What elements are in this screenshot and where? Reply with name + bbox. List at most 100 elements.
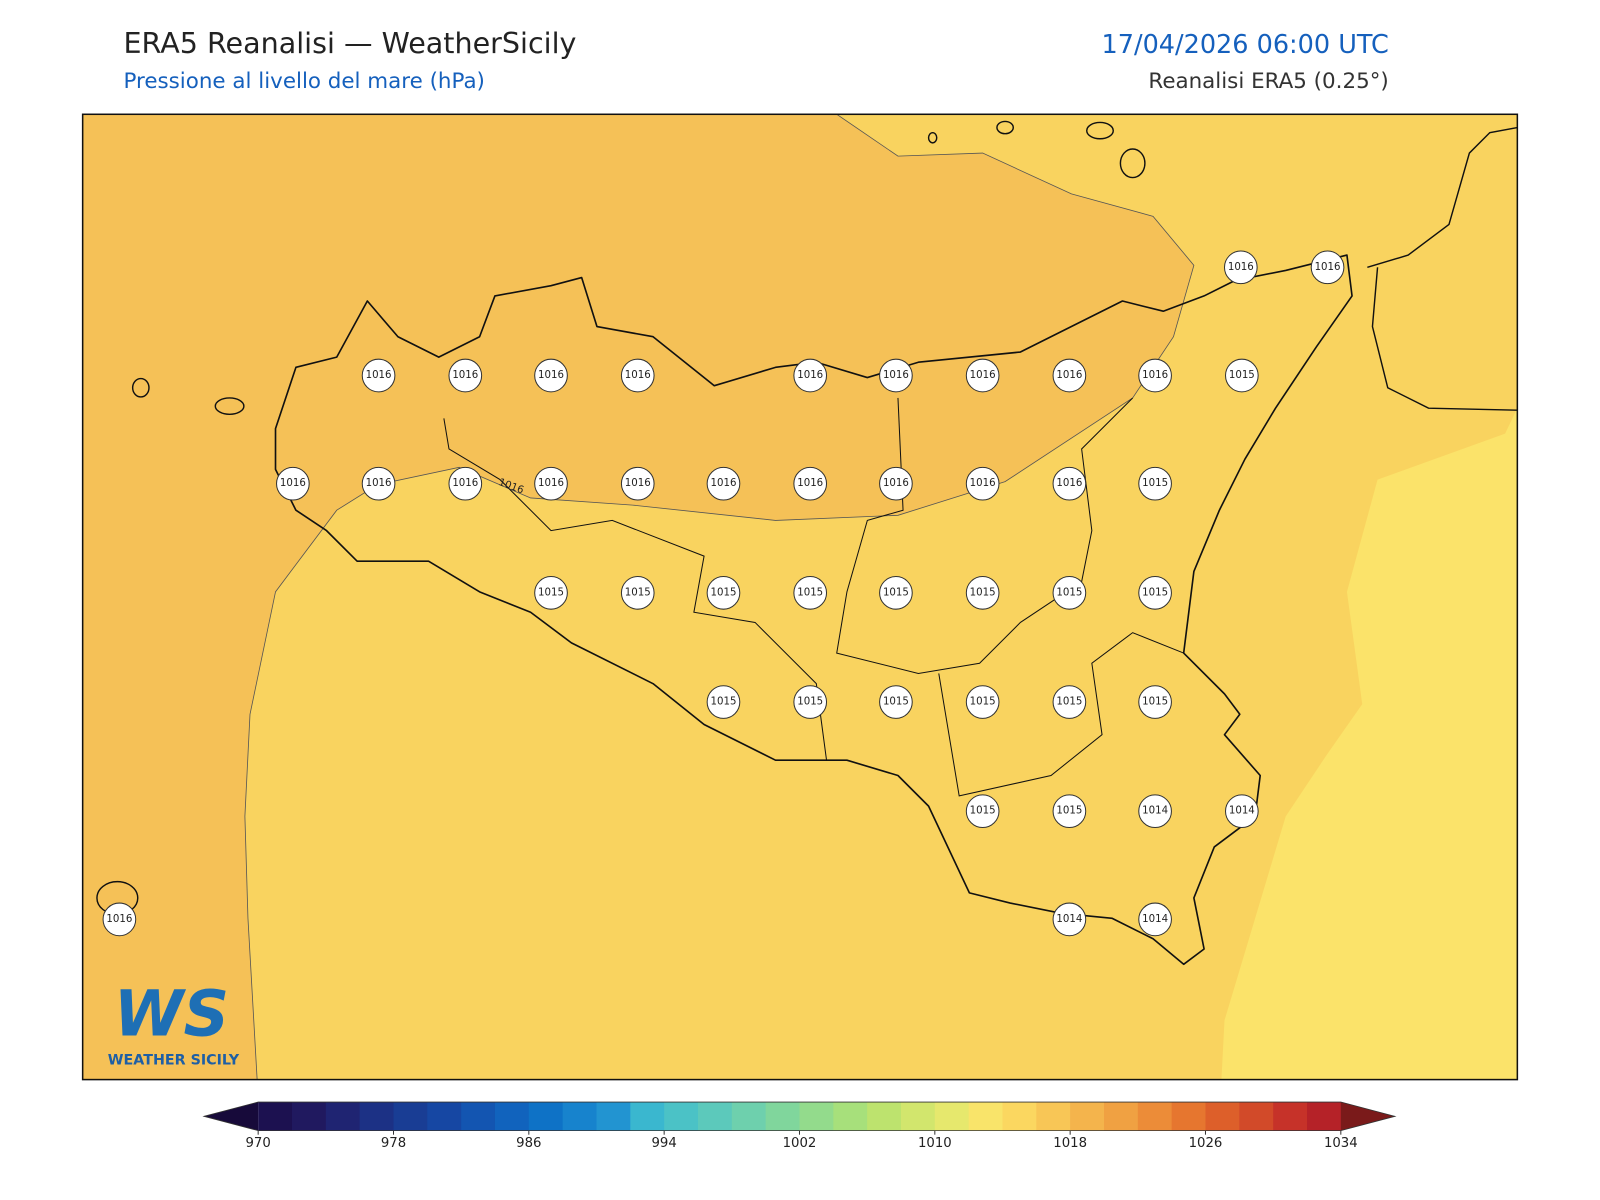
station-value: 1015 xyxy=(883,697,909,708)
colorbar-bin xyxy=(765,1102,800,1131)
station: 1016 xyxy=(879,466,913,501)
station-value: 1015 xyxy=(1229,370,1255,381)
station-marker xyxy=(1138,794,1172,829)
station-marker xyxy=(102,902,137,937)
logo-mark: WS xyxy=(114,977,229,1051)
station-value: 1016 xyxy=(106,914,132,925)
colorbar-bin xyxy=(1239,1102,1274,1131)
station-marker xyxy=(361,466,396,501)
colorbar-tick-label: 986 xyxy=(516,1136,541,1151)
field-high xyxy=(82,114,1195,1080)
station: 1016 xyxy=(706,466,741,501)
station-marker xyxy=(1052,685,1087,719)
colorbar-bin xyxy=(934,1102,970,1131)
station: 1015 xyxy=(793,685,828,719)
colorbar-bin xyxy=(1205,1102,1240,1131)
colorbar-bin xyxy=(1273,1102,1308,1131)
station-value: 1014 xyxy=(1229,806,1255,817)
station-marker xyxy=(620,358,655,393)
station-marker xyxy=(965,466,1000,501)
station: 1016 xyxy=(448,358,483,393)
colorbar-bin xyxy=(1137,1102,1173,1131)
station-value: 1016 xyxy=(452,478,478,489)
station-marker xyxy=(1138,902,1172,937)
colorbar-bin xyxy=(1002,1102,1037,1131)
station-value: 1016 xyxy=(1056,370,1082,381)
colorbar-bin xyxy=(393,1102,428,1131)
station-value: 1015 xyxy=(970,697,996,708)
station-marker xyxy=(965,794,1000,829)
station: 1015 xyxy=(1138,685,1172,719)
colorbar-tick-label: 970 xyxy=(246,1136,271,1151)
station-marker xyxy=(1052,576,1087,610)
station-marker xyxy=(706,466,741,501)
station-marker xyxy=(1138,466,1172,501)
colorbar-bin xyxy=(799,1102,834,1131)
station-marker xyxy=(879,466,913,501)
station-value: 1016 xyxy=(538,370,564,381)
station-marker xyxy=(361,358,396,393)
station: 1016 xyxy=(965,466,1000,501)
station-value: 1015 xyxy=(1056,587,1082,598)
station-value: 1015 xyxy=(1142,587,1168,598)
island xyxy=(131,377,150,398)
island xyxy=(927,131,938,144)
station-value: 1014 xyxy=(1142,914,1168,925)
station: 1015 xyxy=(879,685,913,719)
station-value: 1014 xyxy=(1142,806,1168,817)
station-value: 1016 xyxy=(1228,262,1254,273)
station: 1016 xyxy=(620,466,655,501)
station: 1016 xyxy=(1052,466,1087,501)
colorbar-tick-label: 1002 xyxy=(783,1136,817,1151)
station-marker xyxy=(793,685,828,719)
station-marker xyxy=(879,685,913,719)
station-marker xyxy=(448,358,483,393)
colorbar-bin xyxy=(258,1102,293,1131)
station-value: 1015 xyxy=(625,587,651,598)
station-marker xyxy=(1138,358,1172,393)
station: 1015 xyxy=(620,576,655,610)
station-value: 1016 xyxy=(883,478,909,489)
colorbar: 970 978 986 994 1002 1010 1018 1026 1034 xyxy=(202,1101,1397,1151)
station-marker xyxy=(793,466,828,501)
station: 1016 xyxy=(1223,250,1258,285)
colorbar-bin xyxy=(494,1102,530,1131)
station-marker xyxy=(706,576,741,610)
station-value: 1016 xyxy=(883,370,909,381)
colorbar-bin xyxy=(968,1102,1003,1131)
colorbar-bin xyxy=(1171,1102,1206,1131)
station-value: 1016 xyxy=(452,370,478,381)
station-value: 1016 xyxy=(1056,478,1082,489)
colorbar-bin xyxy=(867,1102,902,1131)
station: 1014 xyxy=(1052,902,1087,937)
map: 1016 1016 1016 1016 1016 1016 1016 1016 1016 101… xyxy=(81,113,1519,1081)
station-marker xyxy=(1138,576,1172,610)
station: 1015 xyxy=(965,794,1000,829)
station-marker xyxy=(620,466,655,501)
station-value: 1015 xyxy=(883,587,909,598)
coastline-sicily xyxy=(274,254,1353,966)
colorbar-tick-label: 994 xyxy=(652,1136,677,1151)
logo-name: WEATHER SICILY xyxy=(108,1052,240,1068)
colorbar-bin xyxy=(528,1102,564,1131)
station-marker xyxy=(1052,794,1087,829)
colorbar-bin xyxy=(325,1102,361,1131)
station-marker xyxy=(965,358,1000,393)
station-value: 1014 xyxy=(1056,914,1082,925)
colorbar-bin xyxy=(664,1102,699,1131)
station-marker xyxy=(1052,902,1087,937)
station-marker xyxy=(879,576,913,610)
station-value: 1016 xyxy=(711,478,737,489)
station: 1015 xyxy=(706,685,741,719)
colorbar-bin xyxy=(461,1102,496,1131)
station-value: 1015 xyxy=(711,697,737,708)
province-borders xyxy=(938,632,1184,797)
station-marker xyxy=(534,466,568,501)
station-value: 1016 xyxy=(366,370,392,381)
colorbar-bin xyxy=(630,1102,665,1131)
station: 1015 xyxy=(706,576,741,610)
station: 1016 xyxy=(1310,250,1345,285)
colorbar-bin xyxy=(1306,1102,1342,1131)
station-marker xyxy=(793,358,828,393)
station: 1016 xyxy=(102,902,137,937)
